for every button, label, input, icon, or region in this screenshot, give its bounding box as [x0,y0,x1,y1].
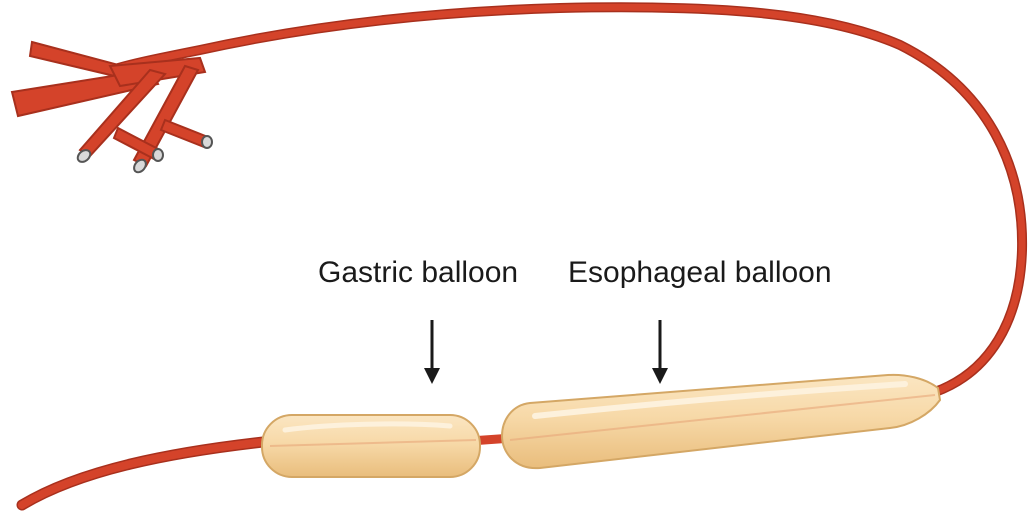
tube-loop-segment [107,2,1028,397]
catheter-tube [16,2,1028,511]
proximal-hub [10,40,213,174]
stub-cap-2 [201,135,213,149]
port-cap-2 [133,158,147,174]
cross-stub-2 [159,118,210,149]
tube-distal-segment [16,435,278,511]
arrow-down-icon [652,320,668,384]
esophageal-balloon-label: Esophageal balloon [568,256,832,289]
port-cap-1 [76,149,92,163]
stub-cap-1 [152,148,164,162]
gastric-balloon [261,414,481,478]
gastric-balloon-label: Gastric balloon [318,256,519,289]
arrow-down-icon [424,320,440,384]
esophageal-balloon [500,373,942,470]
